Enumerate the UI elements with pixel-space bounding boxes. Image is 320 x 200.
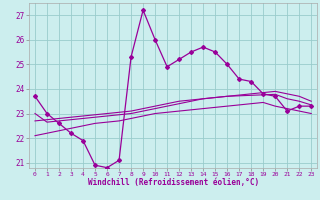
X-axis label: Windchill (Refroidissement éolien,°C): Windchill (Refroidissement éolien,°C) [88, 178, 259, 187]
